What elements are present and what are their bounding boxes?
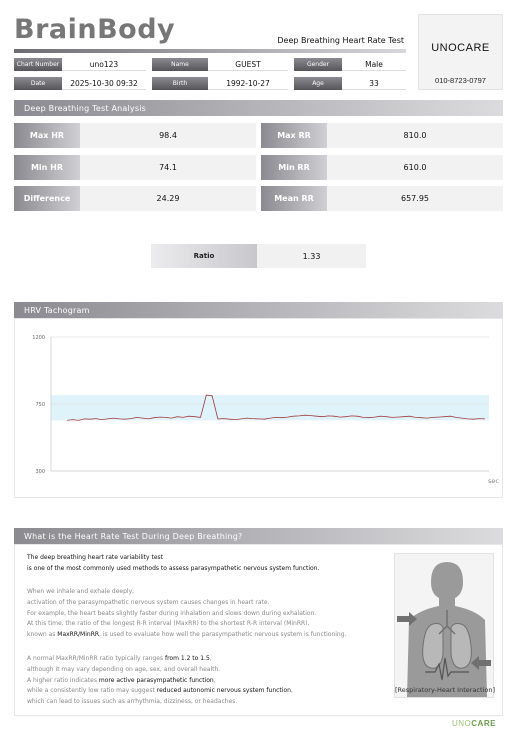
mean-rr-value: 657.95 <box>327 186 503 211</box>
max-rr-value: 810.0 <box>327 123 503 148</box>
footer-logo-uno: UNO <box>452 719 472 728</box>
min-hr-value: 74.1 <box>80 155 256 180</box>
brand-name: UNOCARE <box>431 42 490 54</box>
torso-lungs-icon <box>397 562 491 697</box>
min-hr-label: Min HR <box>14 155 80 180</box>
analysis-section-header: Deep Breathing Test Analysis <box>14 100 503 116</box>
difference-label: Difference <box>14 186 80 211</box>
p3-line-1-post: , <box>209 655 212 662</box>
normal-range-term: from 1.2 to 1.5 <box>164 655 210 662</box>
title-divider <box>14 49 406 53</box>
illustration-caption: [Respiratory-Heart Interaction] <box>395 686 495 694</box>
y-tick-label: 750 <box>35 402 45 408</box>
p3-line-4-post: , <box>290 687 293 695</box>
min-rr-label: Min RR <box>261 155 327 180</box>
mean-rr-metric: Mean RR 657.95 <box>261 186 503 211</box>
rr-interval-series-line <box>66 394 486 421</box>
patient-info-row-2: Date 2025-10-30 09:32 Birth 1992-10-27 A… <box>14 77 406 90</box>
age-label: Age <box>294 77 342 90</box>
paragraph-2-line-3: For example, the heart beats slightly fa… <box>27 609 317 617</box>
paragraph-1-line-1: The deep breathing heart rate variabilit… <box>27 554 163 561</box>
gender-label: Gender <box>294 58 342 71</box>
paragraph-3-line-1: A normal MaxRR/MinRR ratio typically ran… <box>27 654 387 665</box>
reduced-autonomic-term: reduced autonomic nervous system functio… <box>156 687 291 695</box>
paragraph-2-line-4: At this time, the ratio of the longest R… <box>27 620 310 628</box>
p3-line-3-post: , <box>213 676 216 684</box>
ratio-metric: Ratio 1.33 <box>151 244 366 268</box>
min-rr-value: 610.0 <box>327 155 503 180</box>
difference-value: 24.29 <box>80 186 256 211</box>
p3-line-4-pre: while a consistently low ratio may sugge… <box>27 687 157 695</box>
explanation-box: The deep breathing heart rate variabilit… <box>14 544 503 716</box>
brand-box: UNOCARE 010-8723-0797 <box>418 14 503 90</box>
x-axis-label: sec <box>488 477 499 485</box>
line-5-post: , is used to evaluate how well the paras… <box>99 631 347 639</box>
p3-line-3-pre: A higher ratio indicates <box>27 676 99 684</box>
p3-line-1-pre: A normal MaxRR/MinRR ratio typically ran… <box>27 655 165 662</box>
paragraph-3-line-5: which can lead to issues such as arrhyth… <box>27 698 238 706</box>
min-rr-metric: Min RR 610.0 <box>261 155 503 180</box>
line-5-pre: known as <box>27 631 58 639</box>
brainbody-logo: BrainBody <box>14 14 176 45</box>
mean-rr-label: Mean RR <box>261 186 327 211</box>
normal-range-band <box>51 395 489 421</box>
paragraph-3-line-4: while a consistently low ratio may sugge… <box>27 686 387 697</box>
explanation-paragraph-1: The deep breathing heart rate variabilit… <box>27 553 387 575</box>
footer-logo-care: CARE <box>471 719 496 728</box>
paragraph-2-line-1: When we inhale and exhale deeply, <box>27 588 135 595</box>
birth-label: Birth <box>152 77 208 90</box>
max-rr-label: Max RR <box>261 123 327 148</box>
respiratory-heart-illustration <box>394 553 494 698</box>
report-title: Deep Breathing Heart Rate Test <box>277 36 404 45</box>
explanation-section-header: What is the Heart Rate Test During Deep … <box>14 528 503 544</box>
paragraph-2-line-2: activation of the parasympathetic nervou… <box>27 598 270 606</box>
brand-phone: 010-8723-0797 <box>435 76 486 85</box>
date-label: Date <box>14 77 62 90</box>
paragraph-2-line-5: known as MaxRR/MinRR, is used to evaluat… <box>27 630 387 641</box>
ratio-label: Ratio <box>151 244 257 268</box>
paragraph-3-line-2: although it may vary depending on age, s… <box>27 665 221 673</box>
tachogram-chart: 1200 750 300 sec <box>32 335 499 485</box>
explanation-paragraph-3: A normal MaxRR/MinRR ratio typically ran… <box>27 654 387 708</box>
tachogram-chart-box: 1200 750 300 sec <box>14 318 503 498</box>
unocare-footer-logo: UNOCARE <box>452 719 496 728</box>
paragraph-3-line-3: A higher ratio indicates more active par… <box>27 676 387 687</box>
min-hr-metric: Min HR 74.1 <box>14 155 256 180</box>
y-tick-label: 300 <box>35 469 45 475</box>
birth-value: 1992-10-27 <box>208 77 288 90</box>
max-hr-metric: Max HR 98.4 <box>14 123 256 148</box>
explanation-paragraph-2: When we inhale and exhale deeply, activa… <box>27 587 387 641</box>
ratio-value: 1.33 <box>257 244 366 268</box>
max-hr-value: 98.4 <box>80 123 256 148</box>
paragraph-1-line-2: is one of the most commonly used methods… <box>27 564 320 572</box>
difference-metric: Difference 24.29 <box>14 186 256 211</box>
gender-value: Male <box>342 58 406 71</box>
name-value: GUEST <box>208 58 288 71</box>
date-value: 2025-10-30 09:32 <box>62 77 146 90</box>
active-parasympathetic-term: more active parasympathetic function <box>98 676 214 684</box>
chart-number-value: uno123 <box>62 58 146 71</box>
maxrr-minrr-term: MaxRR/MinRR <box>57 631 100 639</box>
age-value: 33 <box>342 77 406 90</box>
tachogram-section-header: HRV Tachogram <box>14 302 503 318</box>
max-hr-label: Max HR <box>14 123 80 148</box>
max-rr-metric: Max RR 810.0 <box>261 123 503 148</box>
chart-number-label: Chart Number <box>14 58 62 71</box>
y-tick-label: 1200 <box>32 335 45 341</box>
name-label: Name <box>152 58 208 71</box>
patient-info-row-1: Chart Number uno123 Name GUEST Gender Ma… <box>14 58 406 71</box>
